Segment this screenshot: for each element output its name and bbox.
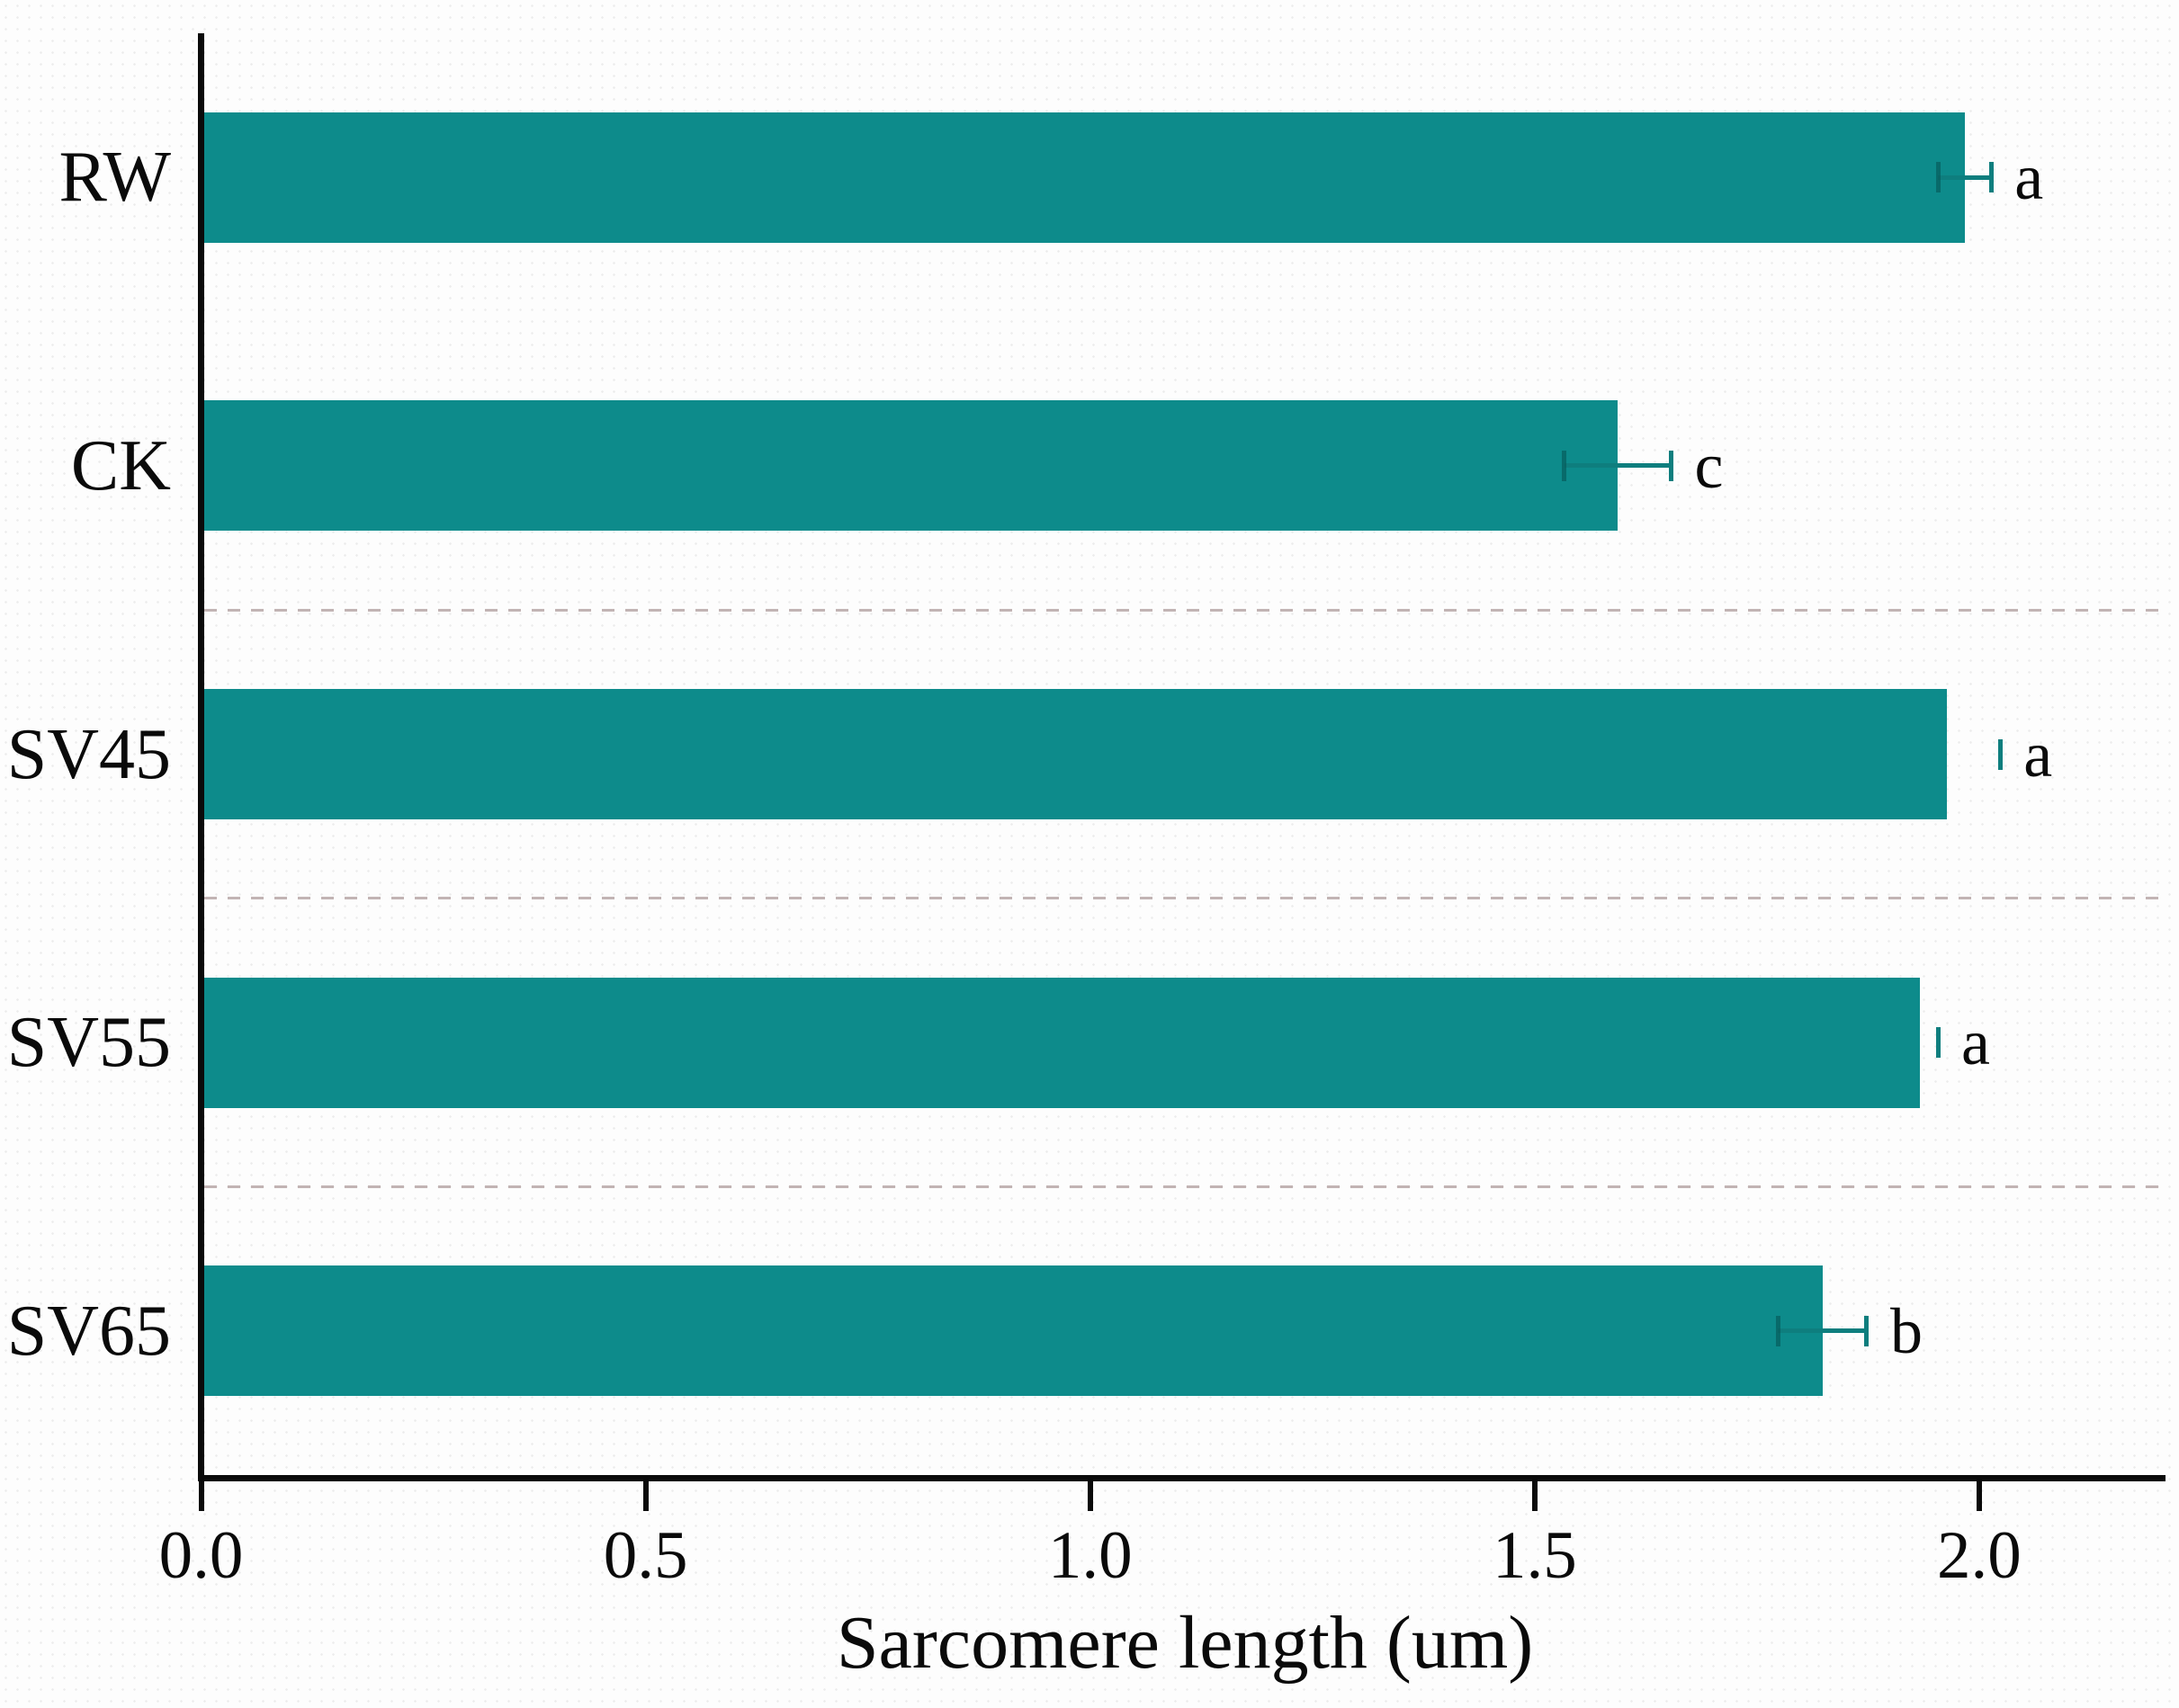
- x-axis-tick: [642, 1481, 649, 1511]
- x-axis-tick-label: 0.5: [603, 1518, 688, 1593]
- x-axis-tick: [198, 1481, 204, 1511]
- error-bar-left-cap: [1935, 162, 1941, 193]
- category-label: SV65: [6, 1291, 171, 1371]
- error-bar-right-cap: [1864, 1315, 1870, 1346]
- y-axis-labels: RW CK SV45 SV55 SV65: [0, 0, 171, 1708]
- error-bar-line: [1778, 1328, 1867, 1334]
- grid-divider: [204, 1185, 2166, 1188]
- x-axis-tick: [1531, 1481, 1538, 1511]
- x-axis-tick-label: 1.5: [1492, 1518, 1577, 1593]
- error-bar-line: [1564, 463, 1672, 469]
- bar: [204, 977, 1921, 1108]
- error-bar-right-cap: [1988, 162, 1994, 193]
- error-bar-left-cap: [1562, 450, 1567, 481]
- error-bar-right-cap: [1997, 738, 2003, 770]
- x-axis-tick-label: 0.0: [158, 1518, 244, 1593]
- x-axis-tick-label: 1.0: [1047, 1518, 1133, 1593]
- x-axis-tick: [1976, 1481, 1982, 1511]
- category-label: CK: [70, 425, 171, 505]
- category-label: SV45: [6, 714, 171, 794]
- grid-divider: [204, 608, 2166, 612]
- bar: [204, 689, 1947, 819]
- error-bar-line: [1938, 174, 1992, 180]
- bar: [204, 400, 1619, 532]
- x-axis-tick-label: 2.0: [1937, 1518, 2022, 1593]
- bar: [204, 112, 1965, 243]
- error-bar-right-cap: [1935, 1027, 1941, 1059]
- error-bar-right-cap: [1669, 450, 1674, 481]
- x-axis-title: Sarcomere length (um): [836, 1601, 1534, 1685]
- bar: [204, 1265, 1823, 1397]
- category-label: RW: [58, 138, 171, 218]
- error-bar-left-cap: [1775, 1315, 1780, 1346]
- x-axis-tick: [1087, 1481, 1093, 1511]
- category-label: SV55: [6, 1003, 171, 1083]
- grid-divider: [204, 897, 2166, 900]
